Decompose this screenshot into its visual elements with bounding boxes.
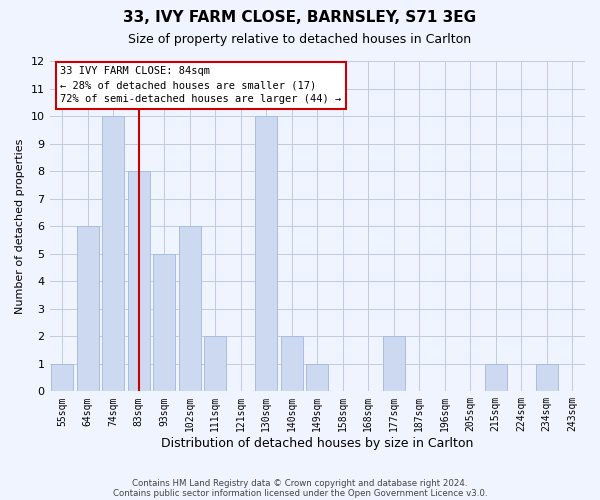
Text: 33, IVY FARM CLOSE, BARNSLEY, S71 3EG: 33, IVY FARM CLOSE, BARNSLEY, S71 3EG: [124, 10, 476, 25]
Bar: [536, 364, 557, 392]
Bar: [281, 336, 302, 392]
Bar: [179, 226, 200, 392]
Y-axis label: Number of detached properties: Number of detached properties: [15, 138, 25, 314]
Bar: [154, 254, 175, 392]
Text: Contains HM Land Registry data © Crown copyright and database right 2024.: Contains HM Land Registry data © Crown c…: [132, 478, 468, 488]
Bar: [77, 226, 98, 392]
Text: Size of property relative to detached houses in Carlton: Size of property relative to detached ho…: [128, 32, 472, 46]
Text: 33 IVY FARM CLOSE: 84sqm
← 28% of detached houses are smaller (17)
72% of semi-d: 33 IVY FARM CLOSE: 84sqm ← 28% of detach…: [60, 66, 341, 104]
Bar: [52, 364, 73, 392]
Bar: [205, 336, 226, 392]
Bar: [485, 364, 506, 392]
Text: Contains public sector information licensed under the Open Government Licence v3: Contains public sector information licen…: [113, 488, 487, 498]
X-axis label: Distribution of detached houses by size in Carlton: Distribution of detached houses by size …: [161, 437, 473, 450]
Bar: [383, 336, 404, 392]
Bar: [256, 116, 277, 392]
Bar: [307, 364, 328, 392]
Bar: [128, 172, 149, 392]
Bar: [103, 116, 124, 392]
